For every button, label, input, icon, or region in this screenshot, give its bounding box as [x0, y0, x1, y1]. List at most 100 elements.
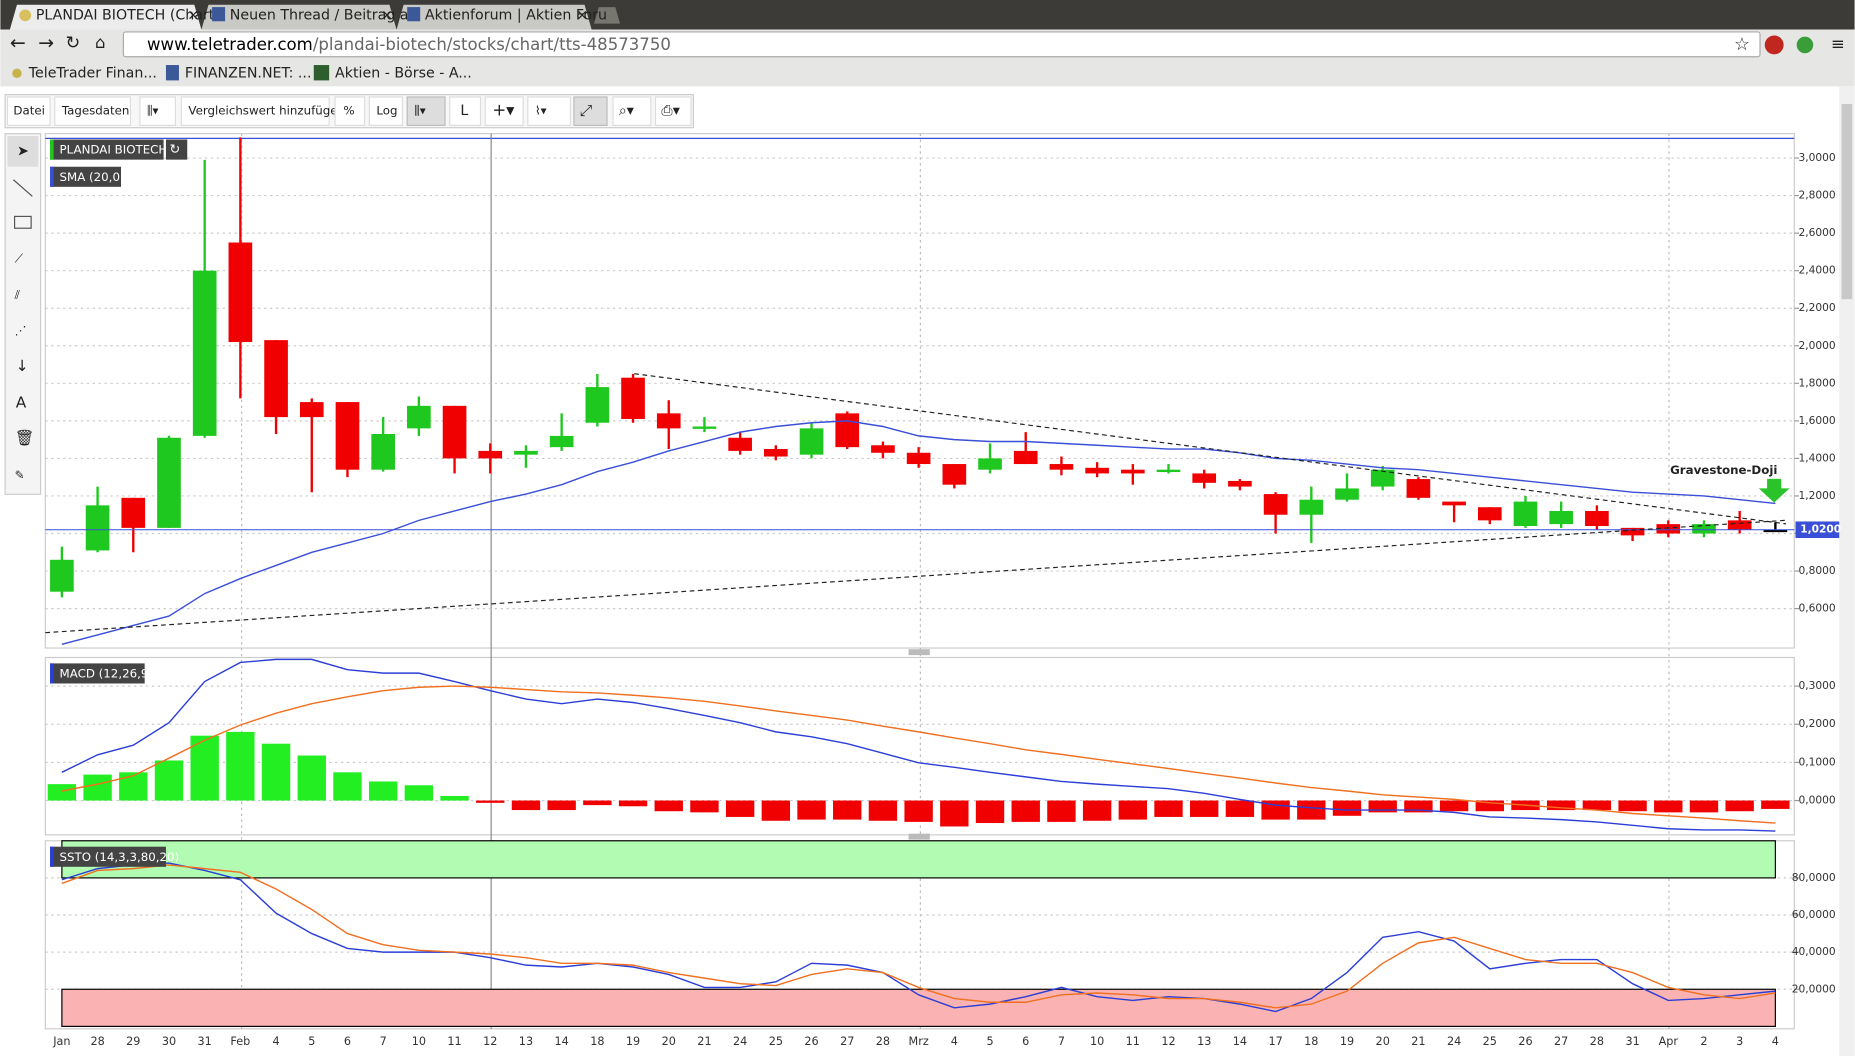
indicator-line [61, 862, 1776, 1013]
tool-icon[interactable] [13, 215, 32, 229]
indicator-line [61, 658, 1776, 832]
bookmark-star[interactable]: ☆ [1734, 35, 1750, 55]
button[interactable] [54, 96, 132, 126]
histogram-bar [1404, 800, 1433, 813]
button[interactable] [334, 96, 366, 126]
legend-box[interactable] [50, 139, 164, 160]
x-tick-label: Feb [230, 1035, 250, 1048]
tab-close[interactable]: × [187, 7, 199, 23]
x-tick-label: 4 [951, 1035, 958, 1048]
tool-icon[interactable]: ⋰ [15, 324, 27, 338]
tool-palette: ➤ ⟋ ⫽ ⋰ ↓ A 🗑 ✎ [4, 133, 42, 495]
x-tick-label: 11 [1126, 1035, 1140, 1048]
legend-box[interactable] [50, 663, 145, 684]
button[interactable] [368, 96, 404, 126]
histogram-bar [368, 781, 398, 801]
x-tick-label: 20 [1376, 1035, 1390, 1048]
refresh-button[interactable] [165, 139, 188, 160]
histogram-bar [583, 800, 612, 806]
indicator-line [61, 685, 1776, 824]
forward-button[interactable]: → [38, 32, 54, 54]
tab-close[interactable]: × [576, 7, 588, 23]
tool-icon[interactable]: 🗑 [15, 429, 34, 447]
legend-box[interactable] [50, 166, 122, 187]
x-tick-label: 31 [198, 1035, 212, 1048]
button[interactable] [180, 96, 330, 126]
bookmark-icon [165, 65, 179, 81]
tool-icon[interactable] [13, 179, 33, 197]
last-price-box [1795, 521, 1840, 539]
button[interactable] [406, 96, 446, 126]
histogram-bar [725, 800, 755, 817]
y-tick-label: 2,2000 [1798, 301, 1835, 314]
reload-button[interactable]: ↻ [65, 34, 80, 54]
back-button[interactable]: ← [10, 32, 26, 54]
bookmark[interactable]: TeleTrader Finan... [28, 65, 157, 81]
histogram-bar [833, 800, 862, 820]
x-tick-label: 21 [697, 1035, 711, 1048]
button[interactable] [654, 96, 692, 126]
histogram-bar [1654, 800, 1683, 813]
tool-icon[interactable]: ↓ [16, 357, 29, 375]
tool-icon[interactable]: ✎ [15, 468, 25, 482]
y-tick-label: 80,0000 [1792, 871, 1836, 884]
x-tick-label: 10 [412, 1035, 426, 1048]
tool-icon[interactable]: ➤ [17, 143, 29, 159]
button[interactable] [449, 96, 482, 126]
tool-icon[interactable]: ⟋ [15, 251, 24, 265]
candle-body [1192, 473, 1217, 483]
chart-type-icon: ⫼▾ [147, 104, 158, 118]
favicon [19, 9, 32, 22]
histogram-bar [190, 735, 219, 801]
x-tick-label: 6 [1022, 1035, 1029, 1048]
x-tick-label: 28 [1590, 1035, 1604, 1048]
tab[interactable] [396, 4, 592, 30]
scroll-thumb[interactable] [1841, 104, 1853, 300]
button[interactable] [6, 96, 51, 126]
candle-body [442, 405, 467, 459]
y-tick-label: 40,0000 [1792, 945, 1836, 958]
home-button[interactable]: ⌂ [95, 33, 106, 52]
tab-title: Neuen Thread / Beitrag a [230, 7, 409, 23]
histogram-bar [476, 800, 505, 803]
address-bar[interactable] [122, 31, 1761, 58]
x-tick-label: 26 [1518, 1035, 1532, 1048]
y-tick-label: 2,4000 [1798, 264, 1835, 277]
x-tick-label: 7 [1058, 1035, 1065, 1048]
tool-icon[interactable]: ⫽ [14, 288, 21, 302]
button[interactable] [612, 96, 652, 126]
x-tick-label: 7 [380, 1035, 387, 1048]
tab-close[interactable]: × [381, 7, 393, 23]
panel-splitter[interactable] [908, 833, 930, 840]
x-tick-label: 13 [1197, 1035, 1211, 1048]
tool-icon[interactable]: A [16, 394, 27, 412]
button[interactable] [527, 96, 571, 126]
bookmark[interactable]: Aktien - Börse - A... [335, 65, 472, 81]
bookmark[interactable]: FINANZEN.NET: ... [185, 65, 312, 81]
y-tick-label: 1,6000 [1798, 414, 1835, 427]
candle-body [1513, 501, 1538, 526]
candle-body [1692, 524, 1716, 534]
adblock-icon[interactable] [1764, 35, 1784, 55]
candle-body [478, 450, 503, 459]
tab[interactable] [9, 4, 202, 30]
scrollbar[interactable] [1839, 86, 1855, 1056]
button[interactable] [573, 96, 608, 126]
panel-splitter[interactable] [908, 649, 930, 656]
button-label: Datei [13, 104, 45, 118]
tool[interactable] [7, 135, 39, 167]
menu-button[interactable]: ≡ [1831, 34, 1845, 53]
histogram-bar [1190, 800, 1219, 817]
button[interactable] [139, 96, 177, 126]
tab[interactable] [201, 4, 397, 30]
histogram-bar [1118, 800, 1148, 820]
x-tick-label: 29 [126, 1035, 140, 1048]
x-tick-label: 28 [90, 1035, 104, 1048]
extension-icon[interactable] [1796, 36, 1814, 54]
x-tick-label: 31 [1625, 1035, 1639, 1048]
button[interactable] [484, 96, 524, 126]
histogram-bar [1297, 800, 1326, 820]
new-tab[interactable] [594, 7, 621, 24]
legend-box[interactable] [50, 846, 166, 867]
